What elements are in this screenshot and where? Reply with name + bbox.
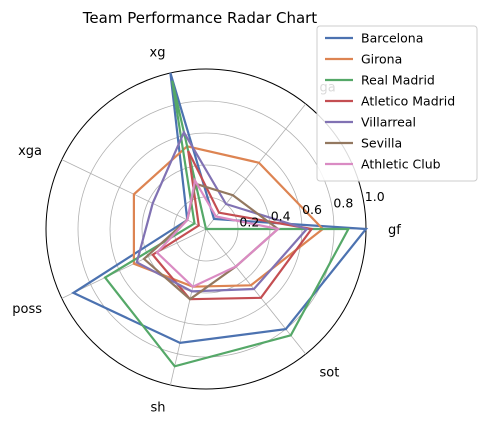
axis-label-sot: sot (320, 365, 340, 380)
r-tick-label: 1.0 (365, 189, 385, 204)
series-line-sevilla (142, 182, 280, 301)
r-tick-label: 0.4 (271, 208, 291, 223)
r-tick-label: 0.2 (239, 215, 259, 230)
grid-spoke (205, 103, 307, 230)
r-tick-label: 0.8 (333, 196, 353, 211)
grid-spoke (170, 228, 207, 386)
axis-label-sh: sh (150, 400, 165, 415)
legend: Barcelona Girona Real Madrid Atletico Madri… (316, 25, 478, 182)
axis-label-xg: xg (150, 46, 166, 61)
series-line-real-madrid (103, 80, 351, 368)
legend-label: Sevilla (361, 136, 402, 151)
axis-label-gf: gf (388, 223, 401, 238)
chart-title: Team Performance Radar Chart (82, 9, 318, 27)
legend-box (316, 25, 478, 182)
legend-label: Villarreal (361, 115, 416, 130)
axis-label-xga: xga (18, 144, 42, 159)
radial-tick-labels: 0.2 0.4 0.6 0.8 1.0 (239, 189, 384, 229)
radar-series (71, 72, 369, 368)
series-line-girona (132, 145, 325, 288)
grid-spoke (205, 228, 307, 355)
series-line-barcelona (71, 72, 369, 345)
axis-label-poss: poss (12, 302, 42, 317)
legend-label: Barcelona (361, 31, 423, 46)
series-line-athletic-club (155, 177, 281, 289)
legend-label: Girona (361, 52, 402, 67)
r-tick-label: 0.6 (302, 202, 322, 217)
legend-label: Atletico Madrid (361, 94, 455, 109)
legend-label: Athletic Club (361, 157, 441, 172)
series-line-atletico-madrid (151, 150, 314, 301)
legend-label: Real Madrid (361, 73, 435, 88)
